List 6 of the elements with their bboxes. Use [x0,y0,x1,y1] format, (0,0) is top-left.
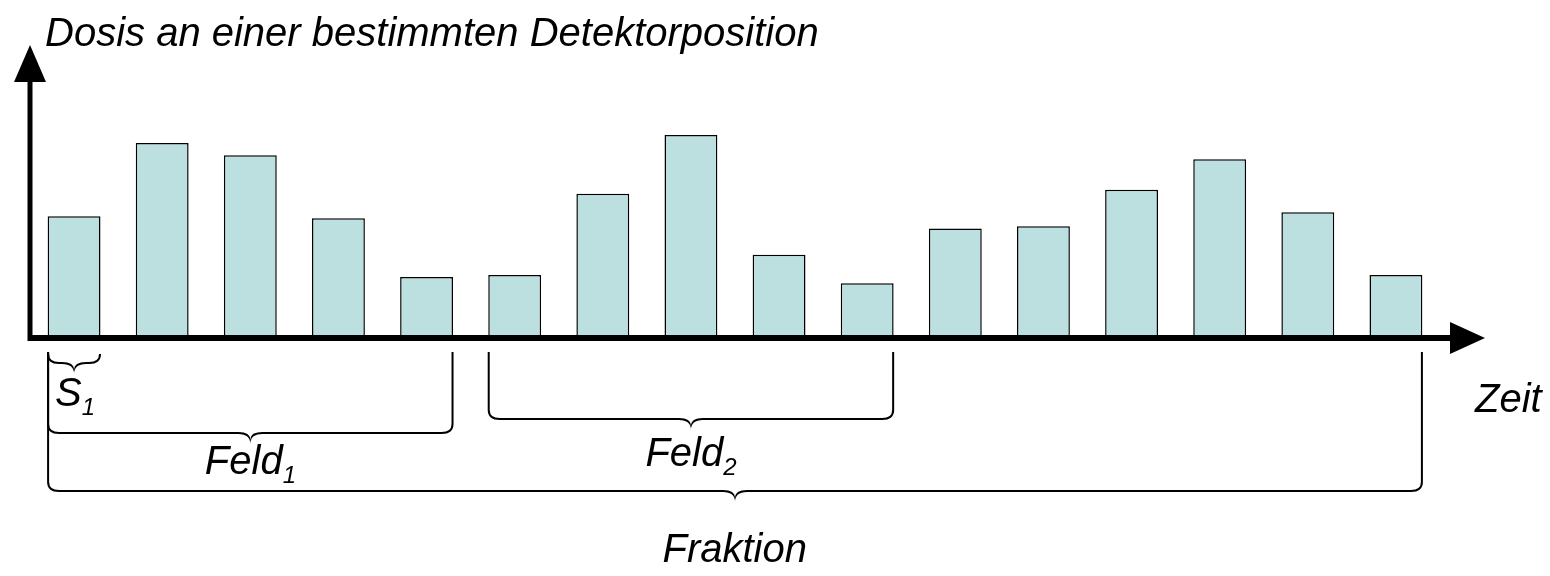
y-axis-title: Dosis an einer bestimmten Detektorposition [45,10,819,54]
x-axis-title: Zeit [1475,376,1542,420]
text: Feld$_{2}$ [645,430,737,480]
text: Fraktion [662,526,807,570]
text: Feld$_{1}$ [204,438,296,488]
text: S$_{1}$ [55,370,96,420]
